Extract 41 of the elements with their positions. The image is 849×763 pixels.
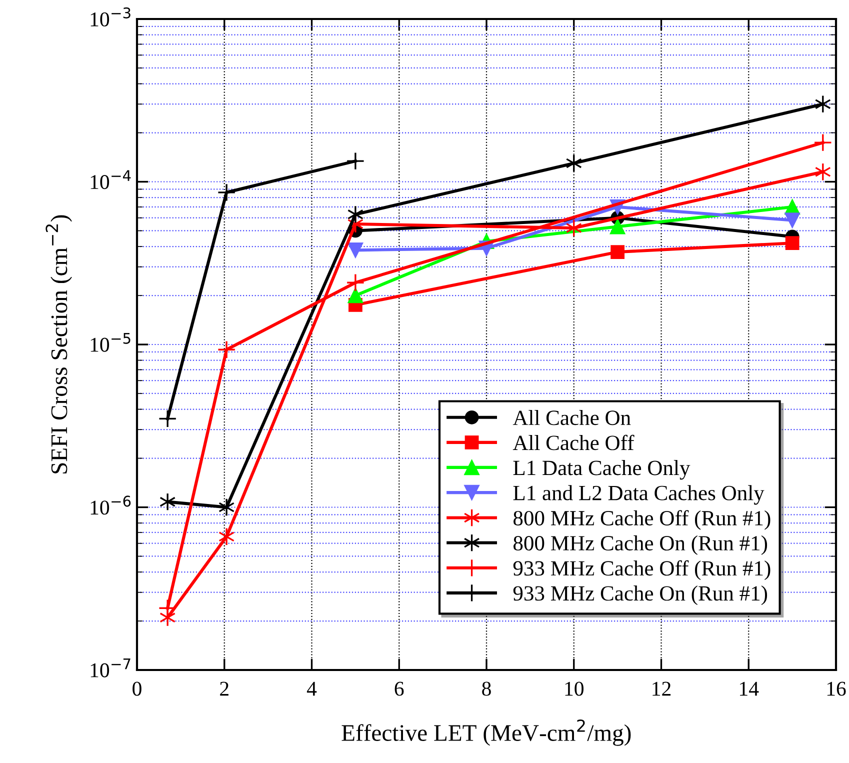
point: [158, 410, 177, 428]
point: [784, 212, 800, 228]
x-tick-label: 16: [827, 682, 846, 696]
legend-label: 933 MHz Cache On (Run #1): [513, 586, 768, 606]
legend-label: 800 MHz Cache Off (Run #1): [514, 510, 770, 530]
point: [814, 133, 832, 152]
point: [158, 598, 177, 618]
x-tick-label: 8: [482, 682, 491, 696]
point: [348, 288, 364, 304]
point: [217, 340, 236, 359]
point: [610, 245, 625, 259]
point: [347, 205, 364, 224]
point: [610, 218, 626, 234]
point: [217, 183, 236, 202]
y-tick-label: 10$^{−4}$: [90, 170, 131, 190]
legend-label: All Cache Off: [512, 434, 634, 450]
legend-label: L1 and L2 Data Caches Only: [513, 485, 764, 505]
point: [348, 242, 364, 258]
x-tick-label: 14: [740, 682, 759, 696]
point: [346, 152, 365, 170]
y-axis-title: SEFI Cross Section (cm$^{−2}$): [46, 215, 72, 474]
x-tick-label: 10: [565, 682, 584, 696]
legend-label: All Cache On: [512, 410, 631, 426]
x-tick-label: 6: [394, 682, 404, 696]
point: [346, 273, 365, 292]
legend-label: 933 MHz Cache Off (Run #1): [513, 560, 770, 580]
y-tick-label: 10$^{−6}$: [90, 496, 131, 515]
x-tick-label: 12: [652, 682, 671, 696]
legend-label: 800 MHz Cache On (Run #1): [514, 535, 768, 555]
y-tick-label: 10$^{−3}$: [90, 7, 130, 26]
point: [785, 236, 800, 250]
y-tick-label: 10$^{−7}$: [90, 658, 130, 678]
x-tick-label: 2: [220, 682, 228, 696]
legend-label: L1 Data Cache Only: [513, 460, 690, 480]
point: [218, 527, 235, 546]
x-axis-title: Effective LET (MeV-cm$^{2}$/mg): [342, 719, 631, 746]
x-tick-label: 4: [306, 682, 317, 696]
point: [218, 498, 235, 516]
y-tick-label: 10$^{−5}$: [90, 333, 130, 352]
point: [160, 492, 176, 511]
x-tick-label: 0: [132, 682, 142, 696]
